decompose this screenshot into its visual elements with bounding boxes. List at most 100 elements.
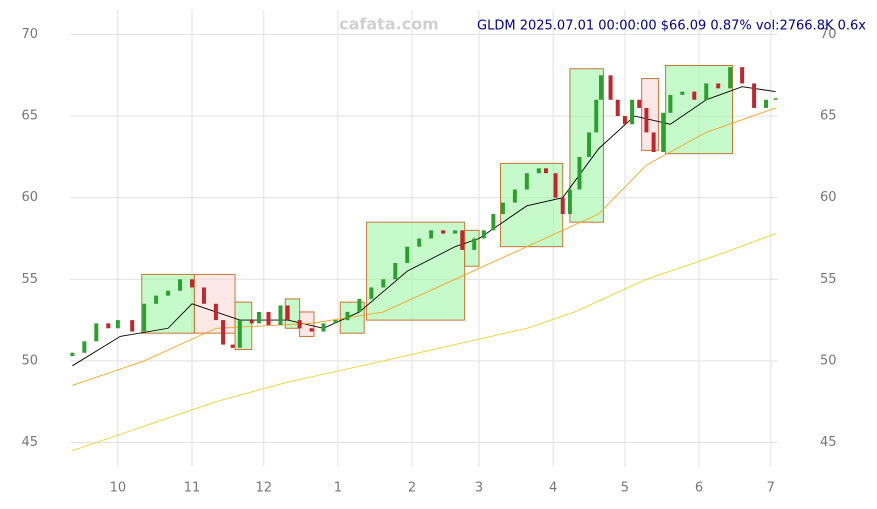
- candle-body: [491, 214, 496, 231]
- watermark: cafata.com: [339, 15, 439, 34]
- y-tick-label: 70: [820, 27, 837, 42]
- y-tick-label: 65: [21, 109, 38, 124]
- candle-body: [460, 230, 465, 250]
- candle-body: [773, 98, 778, 100]
- candle-body: [213, 303, 218, 321]
- candle-body: [106, 323, 111, 329]
- x-tick-label: 12: [255, 481, 272, 496]
- candle-body: [644, 107, 649, 133]
- candle-body: [567, 189, 572, 215]
- candle-body: [70, 352, 75, 357]
- y-tick-label: 50: [820, 353, 837, 368]
- range-box: [569, 68, 604, 223]
- candle-body: [94, 323, 99, 342]
- candle-body: [345, 311, 350, 321]
- range-box: [665, 64, 734, 155]
- candle-body: [680, 91, 685, 95]
- candle-body: [237, 320, 242, 348]
- candle-body: [553, 173, 558, 198]
- candle-body: [405, 246, 410, 263]
- candle-body: [668, 94, 673, 113]
- candle-body: [615, 99, 620, 117]
- y-tick-label: 55: [21, 272, 38, 287]
- y-tick-label: 70: [21, 27, 38, 42]
- candle-body: [333, 320, 338, 324]
- candle-body: [661, 112, 666, 152]
- y-tick-label: 45: [21, 435, 38, 450]
- candle-body: [230, 344, 235, 348]
- candle-body: [429, 230, 434, 239]
- range-box: [366, 221, 466, 321]
- candle-body: [543, 168, 548, 174]
- candle-body: [256, 311, 261, 324]
- candle-body: [189, 279, 194, 288]
- candle-body: [309, 328, 314, 332]
- candle-body: [142, 303, 147, 332]
- x-tick-label: 3: [475, 481, 483, 496]
- y-tick-label: 60: [820, 190, 837, 205]
- moving-average: [72, 233, 776, 452]
- y-tick-label: 50: [21, 353, 38, 368]
- candle-body: [381, 279, 386, 288]
- candle-body: [417, 238, 422, 247]
- candle-body: [393, 262, 398, 280]
- candle-body: [594, 99, 599, 133]
- candle-body: [285, 305, 290, 321]
- candle-body: [221, 320, 226, 345]
- y-tick-label: 55: [820, 272, 837, 287]
- x-tick-label: 4: [549, 481, 557, 496]
- candle-body: [637, 99, 642, 108]
- candle-body: [622, 116, 627, 125]
- candle-body: [764, 99, 769, 108]
- y-tick-label: 60: [21, 190, 38, 205]
- candle-body: [587, 132, 592, 157]
- y-tick-label: 45: [820, 435, 837, 450]
- candle-body: [577, 156, 582, 190]
- candle-body: [266, 311, 271, 326]
- x-tick-label: 10: [110, 481, 127, 496]
- range-box: [193, 273, 236, 334]
- x-tick-label: 1: [334, 481, 342, 496]
- candle-body: [249, 320, 254, 324]
- candle-body: [716, 83, 721, 89]
- candle-body: [740, 67, 745, 84]
- range-box: [641, 78, 659, 151]
- candle-body: [115, 320, 120, 329]
- moving-average: [72, 107, 776, 386]
- range-box: [464, 229, 480, 267]
- candle-body: [630, 99, 635, 125]
- candle-body: [82, 341, 87, 353]
- candle-body: [369, 287, 374, 299]
- x-tick-label: 5: [621, 481, 629, 496]
- candle-body: [704, 83, 709, 100]
- candle-body: [154, 295, 159, 304]
- candle-body: [357, 298, 362, 312]
- candle-body: [524, 173, 529, 190]
- candle-body: [536, 168, 541, 174]
- candle-body: [130, 320, 135, 332]
- range-box: [234, 301, 253, 350]
- x-tick-label: 7: [767, 481, 775, 496]
- y-tick-label: 65: [820, 109, 837, 124]
- candle-body: [453, 230, 458, 234]
- candle-body: [752, 83, 757, 108]
- candle-body: [321, 323, 326, 332]
- candle-body: [166, 290, 171, 296]
- candle-body: [500, 202, 505, 215]
- candle-body: [441, 230, 446, 234]
- candle-body: [608, 75, 613, 100]
- candle-body: [512, 189, 517, 203]
- candle-body: [560, 197, 565, 215]
- candle-body: [278, 305, 283, 326]
- candle-body: [201, 287, 206, 304]
- candle-body: [472, 238, 477, 250]
- x-tick-label: 11: [184, 481, 201, 496]
- x-tick-label: 6: [695, 481, 703, 496]
- range-box: [141, 273, 195, 334]
- candle-body: [728, 67, 733, 89]
- candle-body: [599, 75, 603, 100]
- candle-body: [481, 230, 486, 239]
- candle-body: [651, 132, 656, 152]
- candle-body: [297, 320, 302, 329]
